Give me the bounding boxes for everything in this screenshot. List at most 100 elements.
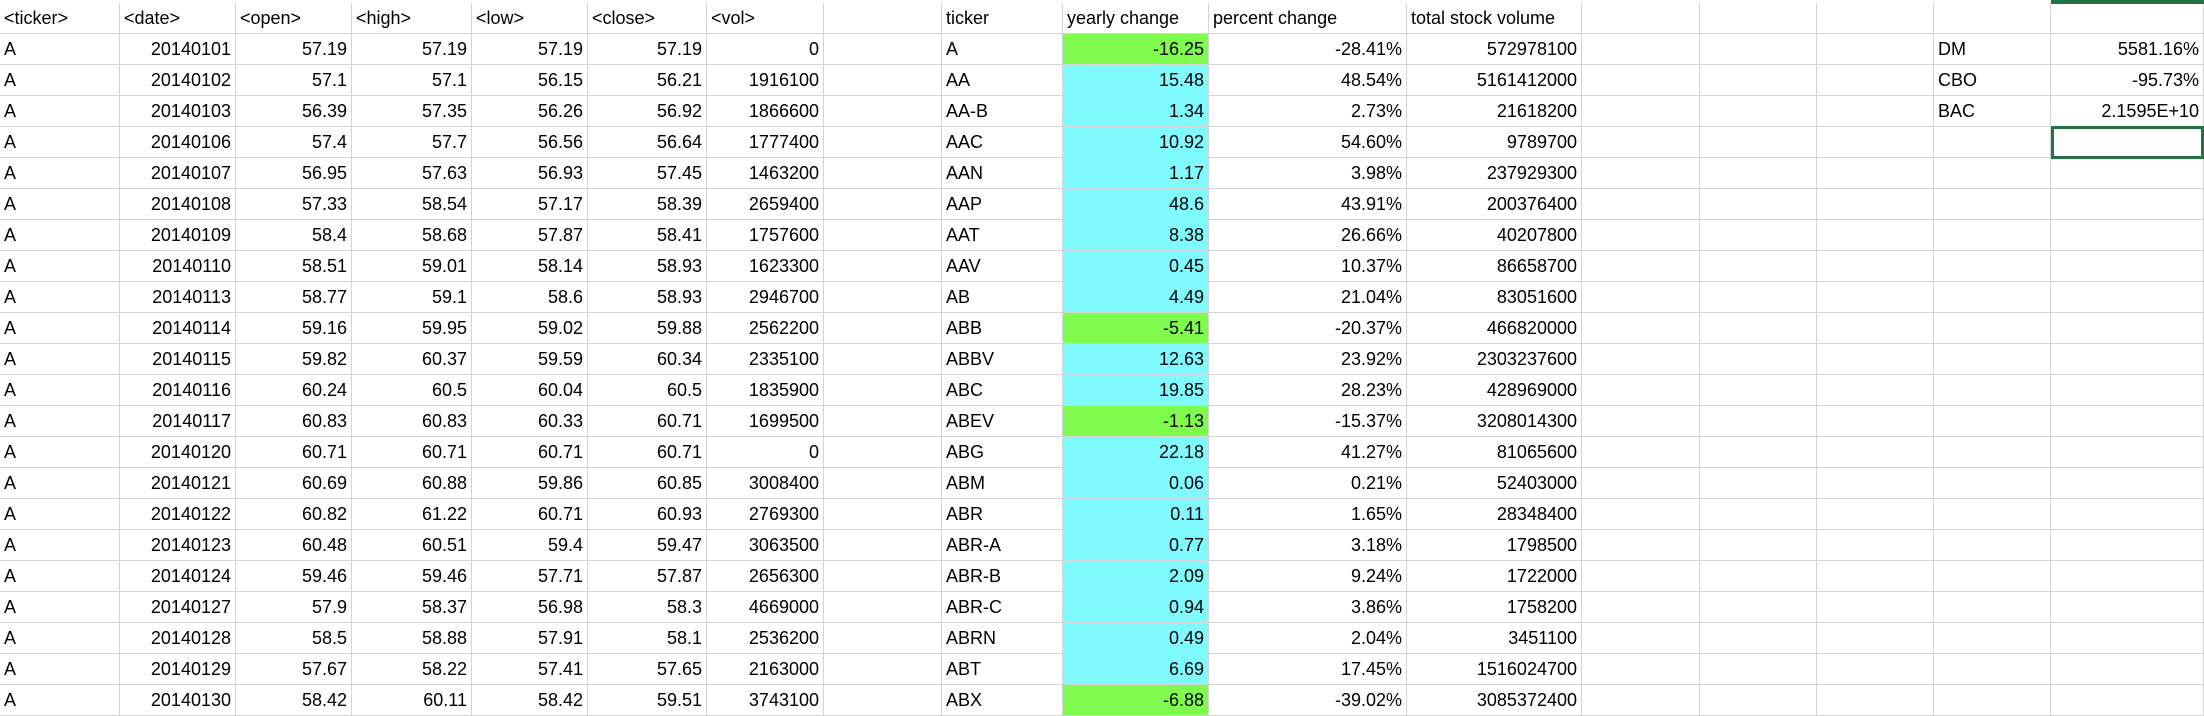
cell[interactable]: AAP bbox=[942, 189, 1063, 220]
cell[interactable]: 20140101 bbox=[120, 34, 236, 65]
cell[interactable] bbox=[1817, 499, 1934, 530]
column-header-cell[interactable]: <date> bbox=[120, 3, 236, 34]
cell[interactable]: 20140107 bbox=[120, 158, 236, 189]
cell[interactable]: 20140130 bbox=[120, 685, 236, 716]
cell[interactable] bbox=[2051, 592, 2204, 623]
cell[interactable] bbox=[1934, 561, 2051, 592]
cell[interactable] bbox=[1582, 65, 1700, 96]
cell[interactable]: 20140106 bbox=[120, 127, 236, 158]
cell[interactable] bbox=[824, 530, 942, 561]
cell[interactable]: 43.91% bbox=[1209, 189, 1407, 220]
cell[interactable]: 58.3 bbox=[588, 592, 707, 623]
cell[interactable]: 83051600 bbox=[1407, 282, 1582, 313]
column-header-cell[interactable]: <low> bbox=[472, 3, 588, 34]
cell[interactable] bbox=[1700, 654, 1817, 685]
cell[interactable] bbox=[824, 96, 942, 127]
cell[interactable]: ABG bbox=[942, 437, 1063, 468]
column-header-cell[interactable] bbox=[1700, 3, 1817, 34]
cell[interactable]: 60.11 bbox=[352, 685, 472, 716]
cell[interactable]: 60.71 bbox=[352, 437, 472, 468]
cell[interactable]: 59.47 bbox=[588, 530, 707, 561]
cell[interactable] bbox=[1700, 220, 1817, 251]
cell[interactable]: 57.67 bbox=[236, 654, 352, 685]
cell[interactable]: 1.34 bbox=[1063, 96, 1209, 127]
cell[interactable]: 52403000 bbox=[1407, 468, 1582, 499]
cell[interactable]: 5161412000 bbox=[1407, 65, 1582, 96]
cell[interactable]: 20140116 bbox=[120, 375, 236, 406]
cell[interactable]: 3.86% bbox=[1209, 592, 1407, 623]
cell[interactable] bbox=[824, 158, 942, 189]
cell[interactable]: A bbox=[0, 282, 120, 313]
cell[interactable]: 58.68 bbox=[352, 220, 472, 251]
cell[interactable] bbox=[1934, 654, 2051, 685]
cell[interactable]: 59.02 bbox=[472, 313, 588, 344]
cell[interactable]: -16.25 bbox=[1063, 34, 1209, 65]
cell[interactable] bbox=[1700, 34, 1817, 65]
cell[interactable] bbox=[1582, 437, 1700, 468]
cell[interactable] bbox=[824, 654, 942, 685]
cell[interactable]: -1.13 bbox=[1063, 406, 1209, 437]
cell[interactable] bbox=[1817, 561, 1934, 592]
cell[interactable] bbox=[1700, 375, 1817, 406]
cell[interactable]: 1.65% bbox=[1209, 499, 1407, 530]
cell[interactable] bbox=[824, 313, 942, 344]
column-header-cell[interactable]: <close> bbox=[588, 3, 707, 34]
cell[interactable] bbox=[2051, 685, 2204, 716]
cell[interactable]: 12.63 bbox=[1063, 344, 1209, 375]
cell[interactable]: 59.1 bbox=[352, 282, 472, 313]
cell[interactable]: AAN bbox=[942, 158, 1063, 189]
cell[interactable]: 86658700 bbox=[1407, 251, 1582, 282]
cell[interactable] bbox=[1700, 530, 1817, 561]
cell[interactable]: 0.94 bbox=[1063, 592, 1209, 623]
cell[interactable] bbox=[1582, 189, 1700, 220]
cell[interactable]: ABR-B bbox=[942, 561, 1063, 592]
cell[interactable] bbox=[2051, 654, 2204, 685]
cell[interactable]: 59.51 bbox=[588, 685, 707, 716]
cell[interactable]: 58.42 bbox=[236, 685, 352, 716]
cell[interactable]: 56.92 bbox=[588, 96, 707, 127]
cell[interactable]: 20140123 bbox=[120, 530, 236, 561]
cell[interactable]: 41.27% bbox=[1209, 437, 1407, 468]
cell[interactable]: 3085372400 bbox=[1407, 685, 1582, 716]
cell[interactable]: 57.91 bbox=[472, 623, 588, 654]
cell[interactable]: 57.45 bbox=[588, 158, 707, 189]
cell[interactable]: 15.48 bbox=[1063, 65, 1209, 96]
cell[interactable]: 59.16 bbox=[236, 313, 352, 344]
cell[interactable]: 58.54 bbox=[352, 189, 472, 220]
cell[interactable] bbox=[1582, 406, 1700, 437]
cell[interactable]: DM bbox=[1934, 34, 2051, 65]
cell[interactable]: AA bbox=[942, 65, 1063, 96]
cell[interactable]: 60.71 bbox=[472, 437, 588, 468]
cell[interactable]: 20140128 bbox=[120, 623, 236, 654]
cell[interactable]: 60.5 bbox=[588, 375, 707, 406]
cell[interactable]: 57.65 bbox=[588, 654, 707, 685]
cell[interactable]: 3208014300 bbox=[1407, 406, 1582, 437]
cell[interactable] bbox=[824, 685, 942, 716]
cell[interactable]: A bbox=[0, 685, 120, 716]
cell[interactable]: 56.93 bbox=[472, 158, 588, 189]
cell[interactable] bbox=[2051, 468, 2204, 499]
cell[interactable]: A bbox=[0, 530, 120, 561]
cell[interactable] bbox=[2051, 561, 2204, 592]
cell[interactable]: 1916100 bbox=[707, 65, 824, 96]
column-header-cell[interactable]: <high> bbox=[352, 3, 472, 34]
cell[interactable]: 20140120 bbox=[120, 437, 236, 468]
cell[interactable]: 59.82 bbox=[236, 344, 352, 375]
cell[interactable]: 58.6 bbox=[472, 282, 588, 313]
cell[interactable] bbox=[1582, 685, 1700, 716]
cell[interactable] bbox=[2051, 530, 2204, 561]
cell[interactable] bbox=[1817, 220, 1934, 251]
cell[interactable]: -6.88 bbox=[1063, 685, 1209, 716]
cell[interactable]: 6.69 bbox=[1063, 654, 1209, 685]
cell[interactable]: 60.93 bbox=[588, 499, 707, 530]
cell[interactable]: 2.04% bbox=[1209, 623, 1407, 654]
cell[interactable] bbox=[2051, 313, 2204, 344]
cell[interactable]: CBO bbox=[1934, 65, 2051, 96]
column-header-cell[interactable] bbox=[1582, 3, 1700, 34]
cell[interactable]: 1699500 bbox=[707, 406, 824, 437]
cell[interactable]: 1463200 bbox=[707, 158, 824, 189]
cell[interactable]: 57.7 bbox=[352, 127, 472, 158]
cell[interactable]: 60.71 bbox=[472, 499, 588, 530]
cell[interactable] bbox=[1934, 592, 2051, 623]
